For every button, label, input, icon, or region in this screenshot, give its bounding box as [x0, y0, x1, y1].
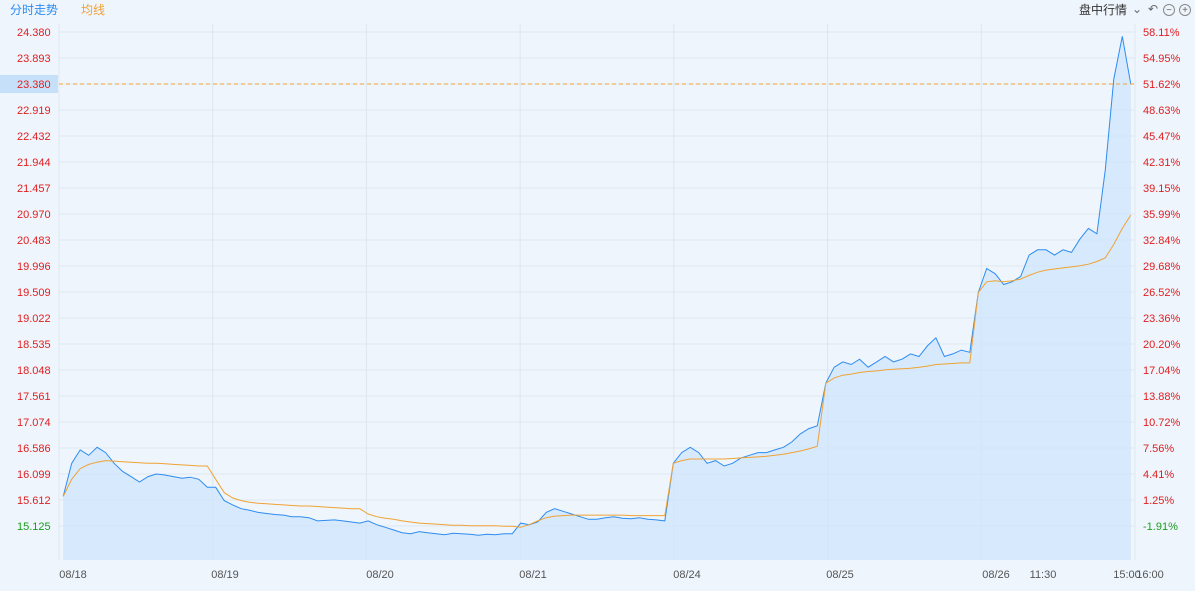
y-tick-label-left: 21.944: [17, 157, 51, 169]
x-tick-label: 08/25: [826, 569, 854, 581]
x-tick-label: 08/21: [519, 569, 547, 581]
average-price-line: [62, 214, 1132, 528]
price-line: [62, 36, 1132, 536]
y-tick-label-left: 16.586: [17, 443, 51, 455]
x-tick-label: 16:00: [1136, 569, 1164, 581]
y-tick-label-right: 13.88%: [1143, 391, 1181, 403]
x-tick-label: 08/20: [366, 569, 394, 581]
y-tick-label-left: 16.099: [17, 469, 51, 481]
x-tick-label: 08/19: [211, 569, 239, 581]
y-tick-label-right: 48.63%: [1143, 105, 1181, 117]
y-tick-label-right: -1.91%: [1143, 521, 1178, 533]
y-tick-label-right: 29.68%: [1143, 261, 1181, 273]
y-tick-label-right: 45.47%: [1143, 131, 1181, 143]
tab-average-line[interactable]: 均线: [81, 3, 106, 17]
y-tick-label-right: 20.20%: [1143, 339, 1181, 351]
current-price-highlight: [0, 75, 58, 93]
x-tick-label: 15:00: [1113, 569, 1141, 581]
y-axis-right: 58.11% 54.95% 51.62% 48.63% 45.47% 42.31% 39.1…: [1143, 27, 1181, 533]
y-tick-label-left: 15.612: [17, 495, 51, 507]
undo-icon[interactable]: ↶: [1147, 1, 1159, 16]
tab-intraday[interactable]: 分时走势: [10, 3, 59, 17]
y-tick-label-right: 17.04%: [1143, 365, 1181, 377]
y-tick-label-left: 22.432: [17, 131, 51, 143]
y-tick-label-right: 32.84%: [1143, 235, 1181, 247]
y-axis-left: 24.380 23.893 23.380 22.919 22.432 21.944 21.4…: [17, 27, 51, 533]
x-tick-label: 08/26: [982, 569, 1010, 581]
market-mode-label[interactable]: 盘中行情: [1078, 3, 1127, 17]
y-tick-label-right: 54.95%: [1143, 53, 1181, 65]
y-tick-label-right: 26.52%: [1143, 287, 1181, 299]
y-tick-label-right: 7.56%: [1143, 443, 1174, 455]
x-tick-label: 08/24: [673, 569, 701, 581]
y-tick-label-left: 19.509: [17, 287, 51, 299]
y-tick-label-left: 22.919: [17, 105, 51, 117]
y-tick-label-right: 35.99%: [1143, 209, 1181, 221]
y-tick-label-left: 17.561: [17, 391, 51, 403]
y-tick-label-right: 23.36%: [1143, 313, 1181, 325]
y-tick-label-left: 20.483: [17, 235, 51, 247]
y-tick-label-left: 18.535: [17, 339, 51, 351]
y-tick-label-left: 23.893: [17, 53, 51, 65]
y-tick-label-left: 19.022: [17, 313, 51, 325]
x-axis: 08/18 08/19 08/20 08/21 08/24 08/25 08/26 11:30…: [59, 569, 1164, 581]
chart-toolbar: 分时走势 均线 盘中行情 ⌄ ↶ − +: [0, 0, 1195, 18]
y-tick-label-left: 18.048: [17, 365, 51, 377]
y-tick-label-right: 42.31%: [1143, 157, 1181, 169]
y-tick-label-right: 58.11%: [1143, 27, 1180, 39]
zoom-in-icon[interactable]: +: [1179, 3, 1191, 16]
chart-tools: 盘中行情 ⌄ ↶ − +: [1079, 1, 1191, 18]
x-tick-label: 08/18: [59, 569, 87, 581]
y-tick-label-right: 4.41%: [1143, 469, 1174, 481]
y-tick-label-right: 39.15%: [1143, 183, 1181, 195]
y-tick-label-left: 23.380: [17, 79, 51, 91]
chevron-down-icon[interactable]: ⌄: [1131, 1, 1143, 16]
y-tick-label-right: 10.72%: [1143, 417, 1181, 429]
y-tick-label-left: 24.380: [17, 27, 51, 39]
y-tick-label-left: 21.457: [17, 183, 51, 195]
y-tick-label-right: 1.25%: [1143, 495, 1174, 507]
y-tick-label-right: 51.62%: [1143, 79, 1181, 91]
y-tick-label-left: 19.996: [17, 261, 51, 273]
y-tick-label-left: 15.125: [17, 521, 51, 533]
x-tick-label: 11:30: [1030, 569, 1057, 581]
zoom-out-icon[interactable]: −: [1163, 3, 1175, 16]
y-tick-label-left: 20.970: [17, 209, 51, 221]
price-area-fill: [63, 36, 1131, 561]
y-tick-label-left: 17.074: [17, 417, 51, 429]
